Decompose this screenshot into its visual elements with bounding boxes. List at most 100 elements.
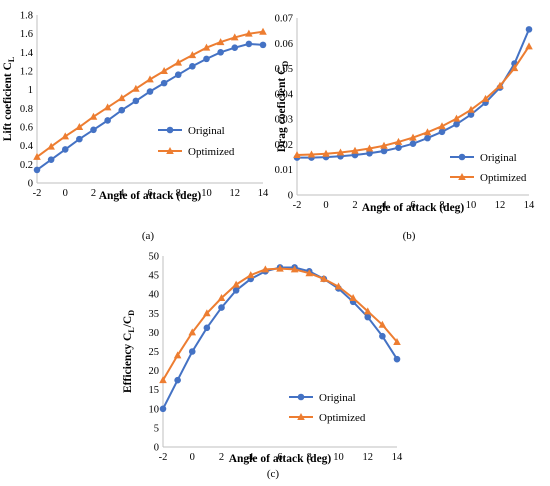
x-tick-label: 8 xyxy=(439,200,444,211)
data-point-original xyxy=(245,40,253,48)
y-axis-title-main: Drag coeficient C xyxy=(276,67,288,153)
data-point-original xyxy=(104,117,111,124)
series-line-original xyxy=(162,266,398,410)
data-point-optimized xyxy=(305,269,314,277)
data-point-optimized xyxy=(132,84,140,92)
data-point-original xyxy=(217,49,224,56)
data-point-original xyxy=(259,41,267,49)
chart-b: 00.010.020.030.040.050.060.07-2 0 2 4 6 8 10 12… xyxy=(275,14,535,243)
data-point-optimized xyxy=(202,43,211,51)
data-point-original xyxy=(453,120,460,128)
y-tick-label: 0 xyxy=(154,443,159,454)
y-tick-label: 40 xyxy=(149,290,160,301)
y-tick-label: 1 xyxy=(28,85,33,96)
data-point-original xyxy=(438,128,446,136)
y-axis-title: Drag coeficient CD xyxy=(276,61,290,153)
y-tick-label: 15 xyxy=(149,385,160,396)
legend-marker-original xyxy=(458,153,466,161)
x-tick-label: 6 xyxy=(147,188,152,199)
x-tick-label: 4 xyxy=(248,452,254,463)
legend-marker-optimized xyxy=(166,147,174,154)
data-point-original xyxy=(76,135,83,143)
x-tick-label: 0 xyxy=(190,452,195,463)
legend-marker-original xyxy=(166,126,174,134)
x-tick-label: 8 xyxy=(176,188,181,199)
data-point-original xyxy=(364,313,372,321)
data-point-original xyxy=(203,55,210,63)
y-tick-label: 0.03 xyxy=(275,115,293,126)
data-point-optimized xyxy=(363,307,372,315)
data-point-original xyxy=(61,146,69,153)
data-point-original xyxy=(467,111,475,118)
data-point-original xyxy=(146,88,154,95)
data-point-optimized xyxy=(351,146,359,154)
data-point-original xyxy=(231,44,239,51)
data-point-original xyxy=(159,405,167,413)
data-point-optimized xyxy=(409,133,417,141)
y-axis-title-main: Efficiency C xyxy=(122,333,134,393)
data-point-optimized xyxy=(246,271,255,279)
data-point-optimized xyxy=(365,144,374,152)
data-point-optimized xyxy=(423,128,432,136)
data-point-optimized xyxy=(293,151,301,159)
x-tick-label: 0 xyxy=(323,200,328,211)
y-tick-label: 30 xyxy=(149,328,160,339)
data-point-original xyxy=(380,147,388,155)
y-tick-label: 0.01 xyxy=(275,165,293,176)
data-point-original xyxy=(33,166,41,174)
x-tick-label: 8 xyxy=(307,452,312,463)
data-point-optimized xyxy=(322,149,330,157)
data-point-optimized xyxy=(467,105,475,113)
data-point-original xyxy=(188,348,196,355)
data-point-original xyxy=(90,126,97,134)
data-point-original xyxy=(393,355,401,363)
x-tick-label: 14 xyxy=(392,452,403,463)
data-point-optimized xyxy=(510,64,519,72)
data-point-optimized xyxy=(146,75,154,83)
data-point-optimized xyxy=(160,67,168,74)
data-point-optimized xyxy=(103,103,112,111)
legend-label: Original xyxy=(319,392,356,404)
series-line-optimized xyxy=(162,267,398,381)
data-point-optimized xyxy=(117,94,126,102)
x-tick-label: 10 xyxy=(333,452,344,463)
x-axis-title: Angle of attack (deg) xyxy=(362,202,465,214)
data-point-original xyxy=(132,97,140,105)
data-point-original xyxy=(189,63,196,70)
data-point-optimized xyxy=(61,132,70,140)
y-tick-label: 0.2 xyxy=(20,160,33,171)
x-tick-label: -2 xyxy=(293,200,302,211)
y-tick-label: 0.06 xyxy=(275,39,293,50)
x-tick-label: 6 xyxy=(277,452,282,463)
data-point-original xyxy=(409,140,417,147)
data-point-optimized xyxy=(75,123,84,130)
data-point-original xyxy=(366,149,373,157)
y-axis-title-subscript: L xyxy=(7,57,16,62)
data-point-optimized xyxy=(245,29,253,37)
data-point-optimized xyxy=(481,94,490,102)
data-point-optimized xyxy=(174,58,183,66)
x-tick-label: 14 xyxy=(258,188,269,199)
data-point-optimized xyxy=(394,137,403,145)
x-tick-label: 2 xyxy=(91,188,96,199)
x-axis-title: Angle of attack (deg) xyxy=(229,453,332,465)
y-tick-label: 1.6 xyxy=(20,29,33,40)
legend-label: Optimized xyxy=(319,412,366,424)
data-point-optimized xyxy=(230,33,239,41)
y-axis-title-subscript: D xyxy=(127,310,136,316)
legend-marker-optimized xyxy=(297,413,305,420)
data-point-optimized xyxy=(216,38,225,46)
data-point-optimized xyxy=(438,122,446,130)
x-tick-label: 14 xyxy=(524,200,535,211)
legend-marker-original xyxy=(297,393,305,401)
x-tick-label: 12 xyxy=(363,452,374,463)
data-point-original xyxy=(395,144,402,152)
y-tick-label: 10 xyxy=(149,404,160,415)
data-point-optimized xyxy=(188,51,197,59)
x-tick-label: -2 xyxy=(33,188,42,199)
data-point-optimized xyxy=(349,294,357,302)
x-tick-label: 12 xyxy=(230,188,241,199)
data-point-optimized xyxy=(334,282,343,290)
x-tick-label: 2 xyxy=(219,452,224,463)
